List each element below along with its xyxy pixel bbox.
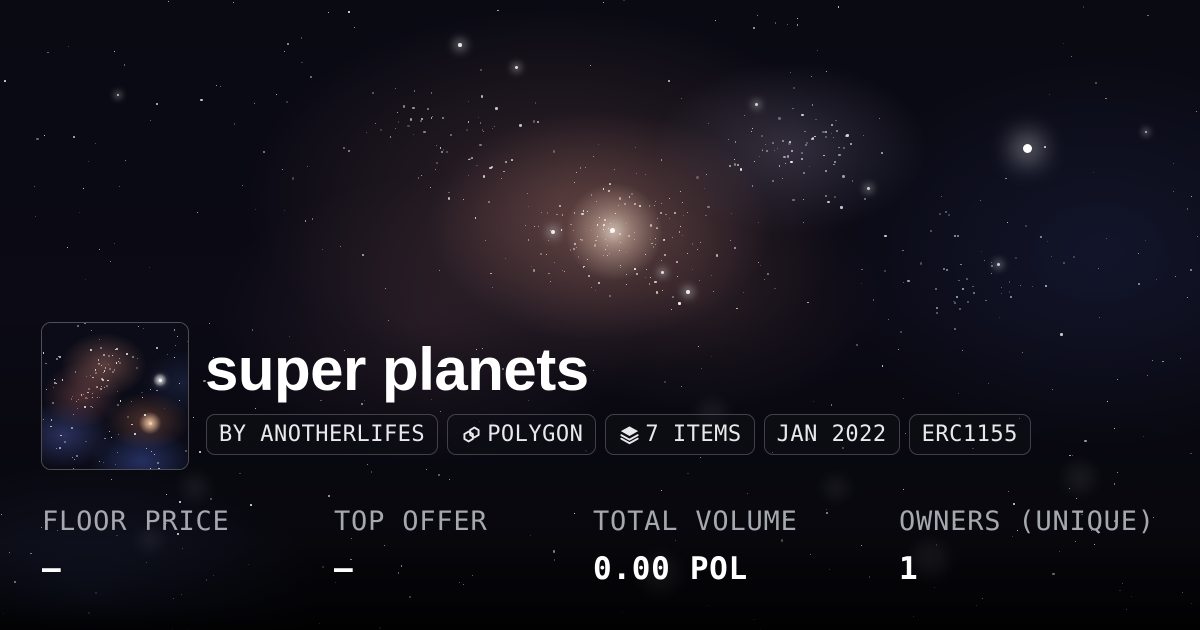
stat-value: 0.00 POL — [593, 551, 748, 587]
badge-chain-label: POLYGON — [487, 422, 584, 447]
stat-label: TOTAL VOLUME — [593, 506, 798, 537]
polygon-icon — [460, 423, 483, 446]
stat-value: — — [42, 551, 62, 587]
collection-thumbnail — [41, 322, 189, 470]
badge-creator-label: BY ANOTHERLIFES — [219, 422, 426, 447]
badge-standard: ERC1155 — [908, 414, 1031, 455]
badge-created-label: JAN 2022 — [776, 422, 887, 447]
stat-floor-price: FLOOR PRICE — — [42, 505, 230, 589]
collection-title: super planets — [205, 336, 589, 403]
stat-total-volume: TOTAL VOLUME 0.00 POL — [593, 505, 798, 589]
badge-items-label: 7 ITEMS — [645, 422, 742, 447]
stat-value: — — [334, 551, 354, 587]
thumbnail-nebula-image — [42, 323, 188, 469]
stat-value: 1 — [899, 551, 919, 587]
badge-items: 7 ITEMS — [605, 414, 755, 455]
stat-label: FLOOR PRICE — [42, 506, 230, 537]
stat-top-offer: TOP OFFER — — [334, 505, 488, 589]
badge-row: BY ANOTHERLIFES POLYGON 7 ITEMS J — [206, 414, 1031, 455]
stat-label: TOP OFFER — [334, 506, 488, 537]
badge-created: JAN 2022 — [763, 414, 900, 455]
stat-owners: OWNERS (UNIQUE) 1 — [899, 505, 1155, 589]
layers-icon — [618, 423, 641, 446]
badge-creator: BY ANOTHERLIFES — [206, 414, 439, 455]
badge-standard-label: ERC1155 — [921, 422, 1018, 447]
badge-chain: POLYGON — [447, 414, 597, 455]
stat-label: OWNERS (UNIQUE) — [899, 506, 1155, 537]
